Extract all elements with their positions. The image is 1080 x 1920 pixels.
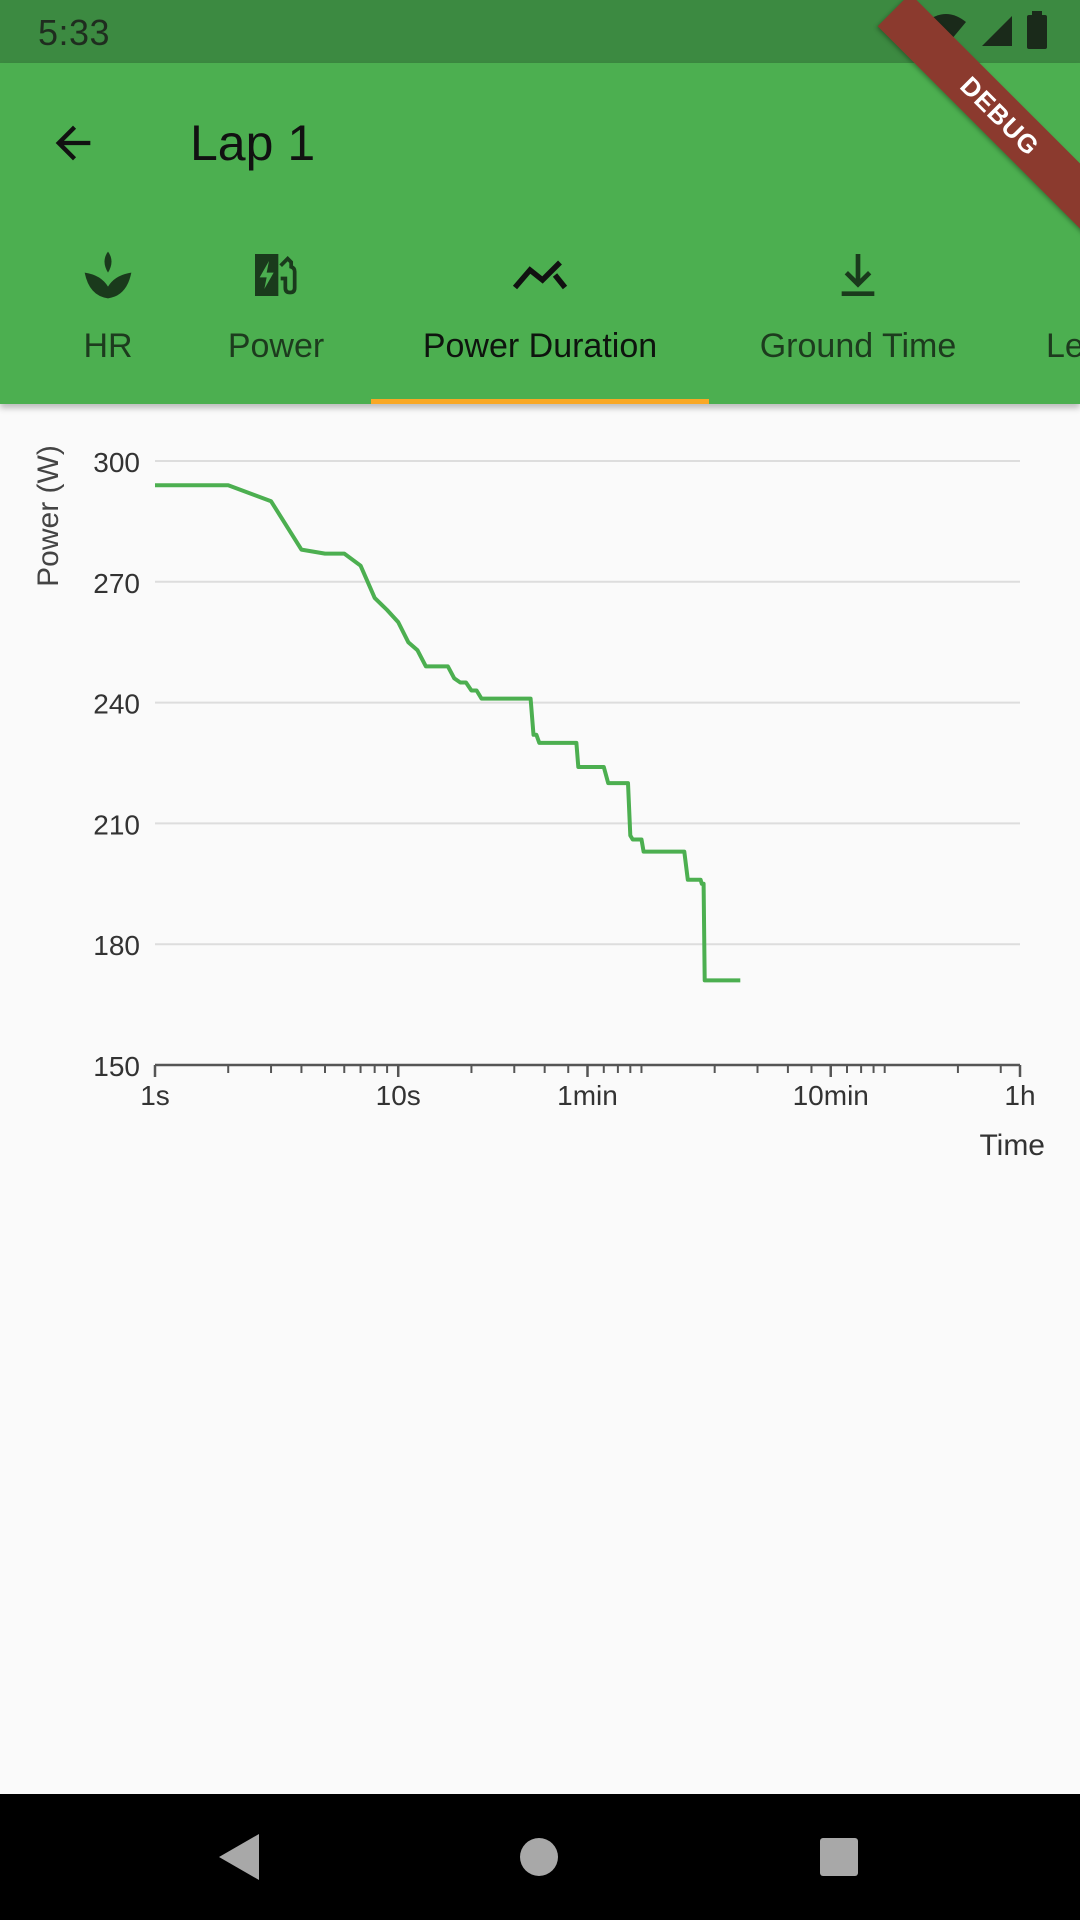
tab-bar: HR Power Power Duration xyxy=(0,233,1080,404)
status-time: 5:33 xyxy=(38,12,111,53)
x-tick-label: 1s xyxy=(140,1080,170,1111)
y-tick-label: 180 xyxy=(93,930,140,961)
signal-icon xyxy=(980,12,1014,53)
page-title: Lap 1 xyxy=(190,115,316,171)
system-nav-bar xyxy=(0,1794,1080,1920)
back-button[interactable] xyxy=(38,108,108,178)
tab-overflow[interactable]: Le xyxy=(1046,233,1080,404)
circle-home-icon xyxy=(520,1838,558,1876)
spa-icon xyxy=(76,243,140,307)
y-tick-label: 210 xyxy=(93,809,140,840)
y-tick-label: 300 xyxy=(93,447,140,478)
triangle-back-icon xyxy=(219,1834,259,1880)
tab-label: HR xyxy=(83,327,133,365)
y-tick-label: 270 xyxy=(93,568,140,599)
x-tick-label: 10min xyxy=(793,1080,869,1111)
x-tick-labels: 1s 10s 1min 10min 1h xyxy=(140,1080,1035,1111)
nav-back-button[interactable] xyxy=(206,1824,272,1890)
y-axis-label: Power (W) xyxy=(32,445,65,587)
x-tick-label: 10s xyxy=(376,1080,421,1111)
tab-label: Power xyxy=(227,327,325,365)
tab-label: Le xyxy=(1046,327,1080,365)
tab-indicator xyxy=(371,399,709,404)
x-tick-label: 1min xyxy=(557,1080,618,1111)
trending-up-icon xyxy=(508,243,572,307)
nav-recents-button[interactable] xyxy=(806,1824,872,1890)
x-axis-label: Time xyxy=(979,1129,1045,1162)
power-duration-chart: 150 180 210 240 270 300 1s 10s 1min 10min 1h Powe… xyxy=(0,404,1080,1204)
tab-hr[interactable]: HR xyxy=(48,233,168,404)
app-bar: Lap 1 HR Power xyxy=(0,0,1080,404)
x-tick-label: 1h xyxy=(1004,1080,1035,1111)
tab-power[interactable]: Power xyxy=(206,233,346,404)
ev-station-icon xyxy=(244,243,308,307)
chart-svg: 150 180 210 240 270 300 1s 10s 1min 10min 1h Powe… xyxy=(32,445,1045,1162)
power-duration-line xyxy=(155,483,741,983)
tab-ground-time[interactable]: Ground Time xyxy=(740,233,976,404)
axes xyxy=(153,1063,1022,1077)
y-tick-label: 150 xyxy=(93,1051,140,1082)
download-icon xyxy=(826,243,890,307)
grid-lines xyxy=(155,460,1020,946)
nav-home-button[interactable] xyxy=(506,1824,572,1890)
battery-icon xyxy=(1026,10,1048,54)
y-tick-label: 240 xyxy=(93,689,140,720)
tab-label: Ground Time xyxy=(759,327,957,365)
tab-power-duration[interactable]: Power Duration xyxy=(371,233,709,404)
square-recents-icon xyxy=(820,1838,858,1876)
y-tick-labels: 150 180 210 240 270 300 xyxy=(93,447,140,1082)
tab-label: Power Duration xyxy=(422,327,658,365)
arrow-back-icon xyxy=(55,125,91,161)
